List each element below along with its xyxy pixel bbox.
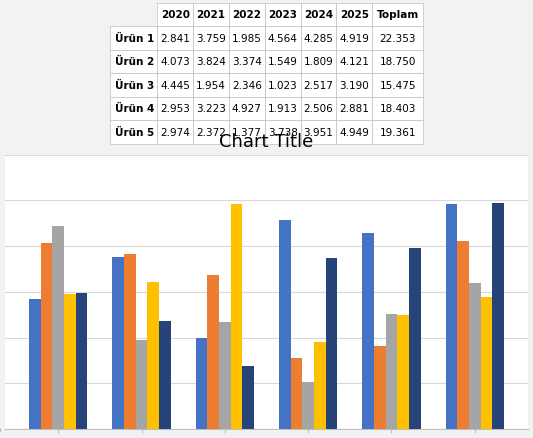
Bar xyxy=(469,284,481,429)
Bar xyxy=(76,293,87,429)
Bar xyxy=(326,258,337,429)
Title: Chart Title: Chart Title xyxy=(220,133,313,151)
Bar xyxy=(231,205,243,429)
Bar xyxy=(112,258,124,429)
Bar xyxy=(52,226,64,429)
Bar xyxy=(457,241,469,429)
Bar xyxy=(362,233,374,429)
Bar xyxy=(481,298,492,429)
Bar xyxy=(159,321,171,429)
Bar xyxy=(446,205,457,429)
Bar xyxy=(29,300,41,429)
Bar xyxy=(196,339,207,429)
Bar xyxy=(124,254,136,429)
Bar xyxy=(492,203,504,429)
Bar xyxy=(314,342,326,429)
Bar xyxy=(290,359,302,429)
Bar xyxy=(219,322,231,429)
Bar xyxy=(374,346,386,429)
Bar xyxy=(386,314,397,429)
Bar xyxy=(136,340,147,429)
Bar xyxy=(64,294,76,429)
Bar xyxy=(147,282,159,429)
Bar xyxy=(243,366,254,429)
Bar xyxy=(409,249,421,429)
Bar xyxy=(397,315,409,429)
Bar xyxy=(41,244,52,429)
Bar xyxy=(302,382,314,429)
Bar xyxy=(279,221,290,429)
Bar xyxy=(207,275,219,429)
